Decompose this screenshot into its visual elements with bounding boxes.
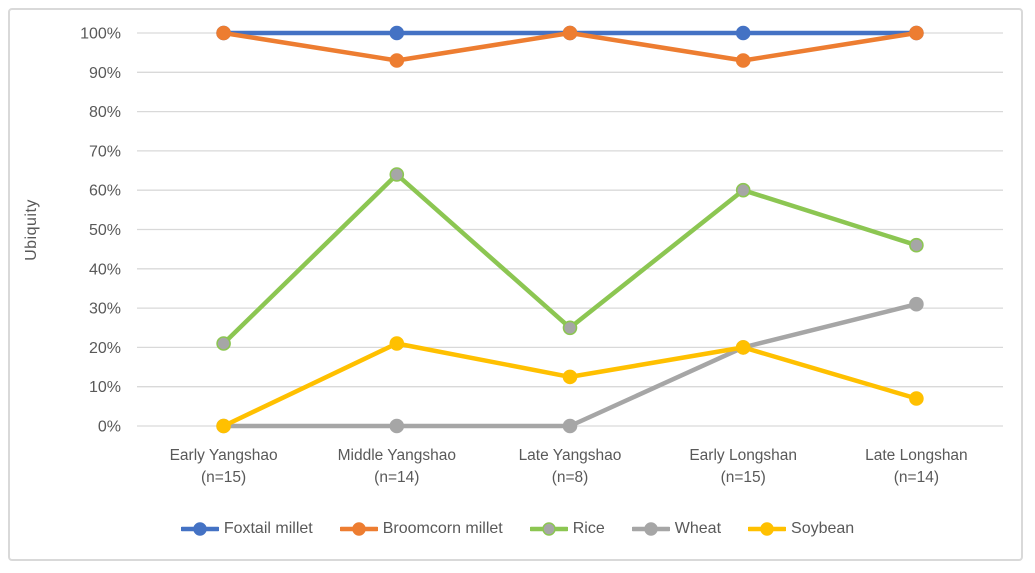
y-tick-label: 80% (89, 104, 121, 121)
y-tick-label: 40% (89, 261, 121, 278)
series-broomcorn-millet (216, 25, 924, 68)
data-point-wheat-4 (909, 296, 924, 312)
legend-marker-icon-foxtail-millet (180, 522, 219, 536)
data-point-broomcorn-millet-1 (389, 53, 405, 68)
y-tick-label: 70% (89, 143, 121, 160)
data-point-broomcorn-millet-0 (216, 25, 231, 41)
data-point-broomcorn-millet-3 (735, 53, 751, 68)
legend-label-foxtail-millet: Foxtail millet (223, 520, 313, 537)
legend-marker-icon-wheat (631, 522, 670, 536)
data-point-wheat-2 (562, 418, 578, 434)
x-category-label-early-yangshao: Early Yangshao (n=15) (170, 447, 278, 486)
y-tick-label: 20% (89, 340, 121, 357)
x-category-label-early-longshan: Early Longshan (n=15) (689, 447, 797, 486)
data-point-soybean-2 (562, 369, 578, 385)
legend-item-rice: Rice (529, 520, 605, 538)
y-tick-label: 100% (80, 26, 121, 43)
x-axis-category-labels: Early Yangshao (n=15) Middle Yangshao (n=14… (170, 447, 968, 486)
legend-label-wheat: Wheat (674, 520, 722, 537)
series-lines (216, 25, 924, 434)
series-soybean (216, 336, 924, 434)
data-point-broomcorn-millet-4 (909, 25, 924, 41)
y-tick-label: 10% (89, 379, 121, 396)
legend-item-foxtail-millet: Foxtail millet (180, 520, 313, 538)
series-rice (216, 167, 924, 351)
y-tick-label: 0% (98, 419, 121, 436)
legend-marker-icon-rice (529, 522, 568, 536)
x-category-label-late-yangshao: Late Yangshao (n=8) (519, 447, 622, 486)
data-point-soybean-4 (909, 391, 924, 406)
y-tick-label: 30% (89, 301, 121, 318)
data-point-rice-1 (389, 167, 405, 182)
legend-item-soybean: Soybean (748, 520, 854, 538)
data-point-broomcorn-millet-2 (562, 25, 578, 41)
chart-frame (8, 8, 1023, 561)
legend-item-broomcorn-millet: Broomcorn millet (339, 520, 503, 538)
x-category-label-middle-yangshao: Middle Yangshao (n=14) (338, 447, 456, 486)
data-point-foxtail-millet-3 (735, 25, 751, 41)
legend-label-soybean: Soybean (791, 520, 855, 537)
data-point-rice-4 (909, 237, 924, 253)
data-point-soybean-0 (216, 418, 231, 434)
data-point-foxtail-millet-1 (389, 25, 405, 41)
data-point-rice-0 (216, 336, 231, 351)
y-tick-label: 60% (89, 183, 121, 200)
chart-legend: Foxtail millet Broomcorn millet Rice Wheat S… (0, 514, 1035, 544)
data-point-wheat-1 (389, 418, 405, 434)
y-axis-title: Ubiquity (23, 199, 40, 261)
legend-marker-icon-broomcorn-millet (339, 522, 378, 536)
y-tick-label: 50% (89, 222, 121, 239)
legend-item-wheat: Wheat (631, 520, 722, 538)
data-point-rice-3 (735, 182, 751, 198)
data-point-rice-2 (562, 320, 578, 336)
legend-label-rice: Rice (572, 520, 605, 537)
legend-label-broomcorn-millet: Broomcorn millet (382, 520, 503, 537)
legend-marker-icon-soybean (748, 522, 787, 536)
y-tick-label: 90% (89, 65, 121, 82)
data-point-soybean-3 (735, 340, 751, 355)
data-point-soybean-1 (389, 336, 405, 351)
x-category-label-late-longshan: Late Longshan (n=14) (865, 447, 968, 486)
y-axis-tick-labels: 0% 10% 20% 30% 40% 50% 60% 70% 80% 90% 100% (80, 26, 121, 436)
series-wheat (216, 296, 924, 434)
